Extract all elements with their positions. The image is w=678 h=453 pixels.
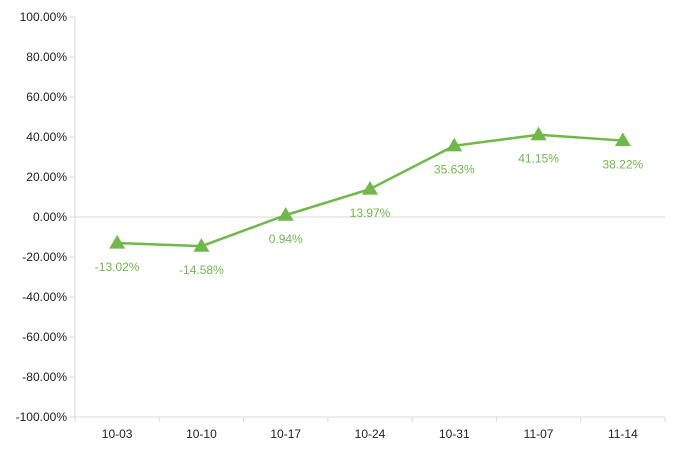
data-label: -14.58%	[179, 263, 224, 277]
data-label: 41.15%	[518, 152, 559, 166]
x-tick-label: 10-10	[186, 427, 217, 441]
x-tick-label: 10-31	[439, 427, 470, 441]
y-axis: 100.00% 80.00% 60.00% 40.00% 20.00% 0.00% -20.…	[16, 10, 76, 424]
y-tick-label: -80.00%	[22, 370, 67, 384]
data-point-marker	[614, 132, 631, 147]
y-tick-label: 40.00%	[26, 130, 67, 144]
y-tick-label: 20.00%	[26, 170, 67, 184]
data-point-marker	[109, 235, 126, 249]
y-tick-label: -40.00%	[22, 290, 67, 304]
x-tick-label: 11-14	[608, 427, 638, 441]
data-point-marker	[193, 238, 210, 252]
y-tick-label: -100.00%	[16, 410, 68, 424]
x-tick-label: 10-24	[355, 427, 386, 441]
series-group: -13.02% -14.58% 0.94% 13.97% 35.63% 41.15% 38.…	[95, 126, 644, 277]
data-label: 38.22%	[603, 158, 644, 172]
data-label: 35.63%	[434, 163, 475, 177]
y-tick-label: 0.00%	[33, 210, 67, 224]
x-tick-label: 10-17	[270, 427, 301, 441]
y-tick-label: 80.00%	[26, 50, 67, 64]
x-tick-label: 11-07	[524, 427, 554, 441]
data-label: 13.97%	[350, 206, 391, 220]
y-tick-label: -20.00%	[22, 250, 67, 264]
y-tick-label: 100.00%	[20, 10, 68, 24]
y-tick-label: -60.00%	[22, 330, 67, 344]
x-axis: 10-03 10-10 10-17 10-24 10-31 11-07 11-14	[74, 416, 666, 441]
data-point-marker	[362, 181, 378, 195]
data-label: 0.94%	[269, 232, 303, 246]
data-point-marker	[446, 137, 463, 152]
data-point-marker	[277, 207, 294, 221]
data-point-marker	[530, 126, 547, 141]
data-label: -13.02%	[95, 260, 140, 274]
y-tick-label: 60.00%	[26, 90, 67, 104]
x-tick-label: 10-03	[102, 427, 133, 441]
